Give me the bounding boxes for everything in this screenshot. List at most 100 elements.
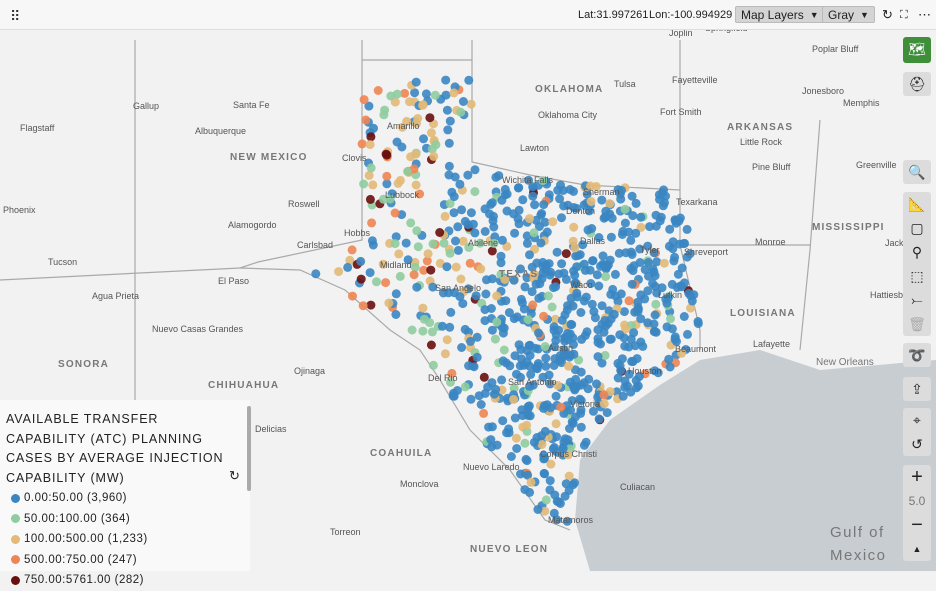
- atc-case-marker[interactable]: [500, 275, 510, 284]
- atc-case-marker[interactable]: [516, 264, 525, 274]
- atc-case-marker[interactable]: [423, 249, 433, 259]
- atc-case-marker[interactable]: [456, 274, 466, 284]
- atc-case-marker[interactable]: [612, 387, 622, 397]
- search-button[interactable]: 🔍: [903, 160, 931, 184]
- atc-case-marker[interactable]: [536, 238, 546, 248]
- atc-case-marker[interactable]: [579, 296, 589, 306]
- atc-case-marker[interactable]: [648, 279, 658, 288]
- atc-case-marker[interactable]: [520, 438, 530, 448]
- atc-case-marker[interactable]: [397, 142, 407, 152]
- atc-case-marker[interactable]: [517, 298, 527, 308]
- atc-case-marker[interactable]: [568, 236, 578, 246]
- atc-case-marker[interactable]: [539, 451, 549, 460]
- basemap-dropdown[interactable]: Gray ▼: [822, 6, 875, 23]
- atc-case-marker[interactable]: [345, 255, 355, 265]
- atc-case-marker[interactable]: [439, 238, 449, 248]
- atc-case-marker[interactable]: [643, 286, 653, 296]
- atc-case-marker[interactable]: [347, 245, 357, 255]
- atc-case-marker[interactable]: [661, 294, 671, 304]
- atc-case-marker[interactable]: [428, 239, 438, 249]
- legend-item[interactable]: 750.00:5761.00 (282): [6, 570, 244, 591]
- atc-case-marker[interactable]: [463, 170, 473, 180]
- atc-case-marker[interactable]: [442, 262, 452, 272]
- atc-case-marker[interactable]: [426, 128, 436, 138]
- atc-case-marker[interactable]: [560, 333, 570, 343]
- atc-case-marker[interactable]: [531, 279, 541, 289]
- reset-view-icon[interactable]: ↺: [911, 435, 923, 452]
- atc-case-marker[interactable]: [444, 161, 454, 171]
- atc-case-marker[interactable]: [597, 358, 607, 368]
- atc-case-marker[interactable]: [628, 357, 638, 367]
- atc-case-marker[interactable]: [549, 325, 559, 335]
- atc-case-marker[interactable]: [421, 89, 431, 99]
- atc-case-marker[interactable]: [614, 248, 624, 258]
- atc-case-marker[interactable]: [554, 269, 564, 279]
- atc-case-marker[interactable]: [470, 165, 480, 175]
- atc-case-marker[interactable]: [586, 197, 596, 206]
- atc-case-marker[interactable]: [539, 311, 549, 321]
- atc-case-marker[interactable]: [440, 349, 450, 359]
- zoom-in-button[interactable]: +: [911, 465, 923, 488]
- atc-case-marker[interactable]: [670, 252, 680, 262]
- atc-case-marker[interactable]: [651, 327, 661, 337]
- atc-case-marker[interactable]: [518, 195, 528, 205]
- atc-case-marker[interactable]: [444, 288, 453, 298]
- legend-item[interactable]: 0.00:50.00 (3,960): [6, 488, 244, 509]
- atc-case-marker[interactable]: [592, 379, 601, 389]
- atc-case-marker[interactable]: [402, 116, 412, 126]
- atc-case-marker[interactable]: [400, 88, 410, 98]
- atc-case-marker[interactable]: [409, 270, 419, 280]
- atc-case-marker[interactable]: [386, 91, 396, 101]
- atc-case-marker[interactable]: [458, 236, 468, 246]
- atc-case-marker[interactable]: [415, 189, 425, 199]
- atc-case-marker[interactable]: [390, 239, 400, 249]
- legend-scrollbar[interactable]: [247, 406, 251, 491]
- atc-case-marker[interactable]: [534, 222, 544, 231]
- atc-case-marker[interactable]: [674, 216, 684, 226]
- atc-case-marker[interactable]: [453, 222, 463, 232]
- atc-case-marker[interactable]: [445, 116, 455, 126]
- atc-case-marker[interactable]: [598, 251, 608, 261]
- atc-case-marker[interactable]: [586, 181, 595, 191]
- atc-case-marker[interactable]: [522, 273, 532, 283]
- atc-case-marker[interactable]: [537, 274, 547, 284]
- atc-case-marker[interactable]: [556, 180, 565, 190]
- atc-case-marker[interactable]: [444, 138, 454, 148]
- atc-case-marker[interactable]: [466, 99, 476, 109]
- atc-case-marker[interactable]: [598, 259, 608, 269]
- atc-case-marker[interactable]: [553, 380, 563, 390]
- atc-case-marker[interactable]: [570, 243, 580, 253]
- atc-case-marker[interactable]: [536, 210, 546, 220]
- atc-case-marker[interactable]: [541, 495, 551, 505]
- atc-case-marker[interactable]: [367, 236, 377, 246]
- atc-case-marker[interactable]: [626, 235, 636, 245]
- atc-case-marker[interactable]: [487, 378, 497, 388]
- atc-case-marker[interactable]: [546, 459, 556, 469]
- atc-case-marker[interactable]: [515, 361, 525, 371]
- atc-case-marker[interactable]: [555, 194, 565, 204]
- atc-case-marker[interactable]: [653, 368, 663, 378]
- app-menu-grip-icon[interactable]: ⠿: [10, 8, 20, 24]
- atc-case-marker[interactable]: [411, 149, 421, 159]
- atc-case-marker[interactable]: [677, 348, 687, 358]
- atc-case-marker[interactable]: [442, 105, 452, 115]
- atc-case-marker[interactable]: [588, 256, 598, 266]
- atc-case-marker[interactable]: [484, 422, 494, 432]
- atc-case-marker[interactable]: [545, 270, 555, 280]
- atc-case-marker[interactable]: [583, 384, 593, 394]
- atc-case-marker[interactable]: [446, 377, 455, 387]
- atc-case-marker[interactable]: [472, 332, 482, 342]
- atc-case-marker[interactable]: [490, 232, 500, 242]
- atc-case-marker[interactable]: [593, 352, 603, 362]
- atc-case-marker[interactable]: [431, 140, 441, 150]
- atc-case-marker[interactable]: [682, 252, 692, 262]
- atc-case-marker[interactable]: [627, 279, 637, 289]
- atc-case-marker[interactable]: [659, 258, 669, 268]
- atc-case-marker[interactable]: [442, 335, 452, 345]
- atc-case-marker[interactable]: [446, 307, 456, 317]
- atc-case-marker[interactable]: [480, 305, 490, 315]
- atc-case-marker[interactable]: [456, 107, 466, 117]
- atc-case-marker[interactable]: [624, 369, 634, 379]
- atc-case-marker[interactable]: [564, 361, 574, 371]
- atc-case-marker[interactable]: [601, 206, 611, 216]
